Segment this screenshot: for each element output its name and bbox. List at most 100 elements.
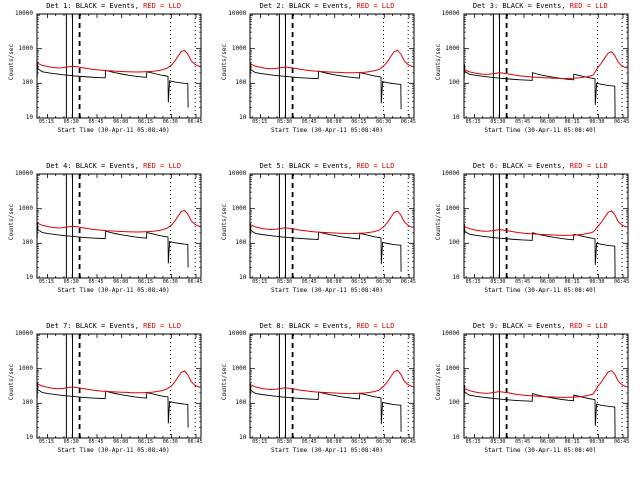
y-tick-label: 10 bbox=[239, 434, 247, 441]
x-tick-label: 05:45 bbox=[515, 119, 531, 125]
panel-title-events-label: Det 4: BLACK = Events, bbox=[46, 162, 139, 170]
panel-title: Det 2: BLACK = Events, RED = LLD bbox=[227, 2, 426, 10]
y-tick-label: 10 bbox=[452, 434, 460, 441]
panel-title-lld-label: RED = LLD bbox=[352, 162, 395, 170]
panel-title: Det 7: BLACK = Events, RED = LLD bbox=[14, 322, 213, 330]
panel-title: Det 1: BLACK = Events, RED = LLD bbox=[14, 2, 213, 10]
x-tick-label: 06:00 bbox=[539, 279, 555, 285]
x-tick-label: 05:15 bbox=[252, 279, 268, 285]
plot-frame bbox=[36, 173, 202, 279]
y-tick-label: 1000 bbox=[18, 364, 33, 372]
plot-canvas bbox=[36, 173, 202, 279]
y-tick-label: 1000 bbox=[231, 44, 247, 52]
y-tick-label: 100 bbox=[22, 399, 33, 407]
x-tick-label: 05:45 bbox=[88, 119, 104, 125]
x-tick-label: 05:45 bbox=[515, 439, 531, 445]
panel-det-9: Det 9: BLACK = Events, RED = LLD Counts/s… bbox=[427, 320, 640, 480]
y-tick-label: 10 bbox=[25, 274, 33, 281]
plot-canvas bbox=[463, 173, 629, 279]
events-series-line bbox=[250, 223, 402, 272]
y-tick-label: 10000 bbox=[441, 10, 460, 17]
x-tick-label: 06:15 bbox=[137, 439, 154, 445]
x-tick-label: 06:30 bbox=[376, 119, 392, 125]
lld-series-line bbox=[250, 210, 414, 235]
plot-frame bbox=[463, 173, 629, 279]
y-tick-label: 1000 bbox=[18, 44, 33, 52]
x-tick-label: 06:30 bbox=[589, 119, 605, 125]
x-tick-label: 06:45 bbox=[400, 279, 416, 285]
panel-title: Det 8: BLACK = Events, RED = LLD bbox=[227, 322, 426, 330]
y-tick-label: 10 bbox=[25, 434, 33, 441]
x-axis-label: Start Time (30-Apr-11 05:08:40) bbox=[57, 127, 170, 134]
x-axis-label: Start Time (30-Apr-11 05:08:40) bbox=[271, 287, 383, 294]
panel-title-events-label: Det 8: BLACK = Events, bbox=[259, 322, 353, 330]
y-tick-label: 10000 bbox=[228, 10, 247, 17]
y-tick-label: 10 bbox=[239, 274, 247, 281]
panel-title: Det 6: BLACK = Events, RED = LLD bbox=[441, 162, 640, 170]
x-tick-label: 05:30 bbox=[277, 119, 293, 125]
y-tick-label: 1000 bbox=[445, 364, 460, 372]
x-tick-label: 05:15 bbox=[465, 439, 481, 445]
x-tick-label: 06:15 bbox=[351, 119, 367, 125]
plot-frame bbox=[36, 333, 202, 439]
y-tick-label: 100 bbox=[448, 79, 460, 87]
x-tick-label: 06:30 bbox=[162, 119, 178, 125]
panel-det-1: Det 1: BLACK = Events, RED = LLD Counts/s… bbox=[0, 0, 213, 160]
panel-title-lld-label: RED = LLD bbox=[565, 322, 608, 330]
x-tick-label: 06:30 bbox=[162, 279, 178, 285]
x-tick-label: 06:45 bbox=[614, 119, 630, 125]
x-tick-label: 06:15 bbox=[564, 439, 580, 445]
y-tick-label: 10000 bbox=[228, 170, 247, 177]
x-tick-label: 05:45 bbox=[88, 439, 104, 445]
x-tick-label: 05:15 bbox=[252, 439, 268, 445]
y-tick-label: 100 bbox=[22, 239, 33, 247]
y-tick-label: 10000 bbox=[228, 330, 247, 337]
x-tick-label: 06:45 bbox=[400, 119, 416, 125]
x-tick-label: 06:00 bbox=[326, 119, 342, 125]
panel-det-8: Det 8: BLACK = Events, RED = LLD Counts/s… bbox=[213, 320, 426, 480]
x-tick-label: 06:45 bbox=[187, 439, 203, 445]
plot-frame bbox=[36, 13, 202, 119]
x-tick-label: 05:30 bbox=[63, 279, 79, 285]
events-series-line bbox=[463, 224, 616, 279]
lld-series-line bbox=[463, 210, 628, 236]
plot-canvas bbox=[36, 13, 202, 119]
x-tick-label: 06:00 bbox=[326, 279, 342, 285]
panel-title-lld-label: RED = LLD bbox=[352, 322, 395, 330]
y-tick-label: 10 bbox=[239, 114, 247, 121]
panel-det-6: Det 6: BLACK = Events, RED = LLD Counts/s… bbox=[427, 160, 640, 320]
lld-series-line bbox=[463, 369, 627, 398]
panel-title-events-label: Det 6: BLACK = Events, bbox=[472, 162, 566, 170]
panel-title: Det 5: BLACK = Events, RED = LLD bbox=[227, 162, 426, 170]
plot-frame bbox=[249, 333, 415, 439]
y-tick-label: 10000 bbox=[441, 170, 460, 177]
panel-title-events-label: Det 1: BLACK = Events, bbox=[46, 2, 139, 10]
x-tick-label: 05:45 bbox=[301, 439, 317, 445]
y-tick-label: 1000 bbox=[231, 364, 247, 372]
y-tick-label: 100 bbox=[235, 239, 247, 247]
x-tick-label: 05:30 bbox=[490, 439, 506, 445]
x-axis-label: Start Time (30-Apr-11 05:08:40) bbox=[271, 127, 383, 134]
y-tick-label: 10000 bbox=[14, 170, 33, 177]
x-tick-label: 06:00 bbox=[113, 439, 129, 445]
panel-det-5: Det 5: BLACK = Events, RED = LLD Counts/s… bbox=[213, 160, 426, 320]
x-tick-label: 06:00 bbox=[539, 119, 555, 125]
x-tick-label: 05:45 bbox=[301, 119, 317, 125]
y-tick-label: 10000 bbox=[441, 330, 460, 337]
x-tick-label: 06:30 bbox=[589, 279, 605, 285]
lld-series-line bbox=[463, 51, 628, 80]
events-series-line bbox=[36, 222, 189, 268]
x-tick-label: 06:45 bbox=[187, 279, 203, 285]
y-tick-label: 100 bbox=[448, 239, 460, 247]
x-axis-label: Start Time (30-Apr-11 05:08:40) bbox=[484, 447, 597, 454]
events-series-line bbox=[463, 64, 616, 119]
plot-frame bbox=[249, 13, 415, 119]
x-tick-label: 05:30 bbox=[277, 439, 293, 445]
panel-title-events-label: Det 2: BLACK = Events, bbox=[259, 2, 353, 10]
x-tick-label: 06:00 bbox=[113, 279, 129, 285]
x-axis-label: Start Time (30-Apr-11 05:08:40) bbox=[484, 287, 597, 294]
panel-det-4: Det 4: BLACK = Events, RED = LLD Counts/s… bbox=[0, 160, 213, 320]
x-tick-label: 06:45 bbox=[187, 119, 203, 125]
x-tick-label: 06:45 bbox=[614, 439, 630, 445]
y-tick-label: 1000 bbox=[445, 44, 460, 52]
